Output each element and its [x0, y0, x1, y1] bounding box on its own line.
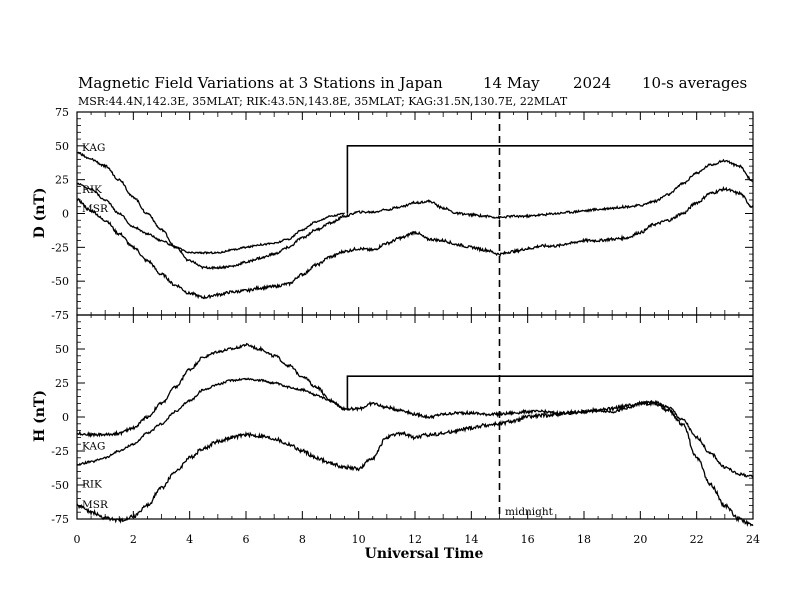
x-tick-label: 24 — [746, 533, 760, 546]
chart-title: Magnetic Field Variations at 3 Stations … — [78, 74, 443, 92]
d-y-tick-label: -75 — [51, 309, 69, 322]
h-scale-bar — [346, 375, 753, 411]
h-label-rik: RIK — [82, 479, 102, 491]
d-scale-bar — [346, 145, 753, 214]
d-series-kag — [76, 151, 754, 271]
d-y-tick-label: -50 — [51, 275, 69, 288]
x-tick-label: 14 — [464, 533, 478, 546]
x-tick-label: 18 — [577, 533, 591, 546]
d-series-msr — [76, 186, 754, 300]
x-tick-label: 2 — [130, 533, 137, 546]
h-y-tick-label: -75 — [51, 513, 69, 526]
h-y-tick-label: 50 — [55, 343, 69, 356]
x-tick-label: 10 — [352, 533, 366, 546]
x-tick-label: 20 — [633, 533, 647, 546]
midnight-label: midnight — [505, 506, 554, 518]
h-label-msr: MSR — [82, 499, 109, 511]
d-label-rik: RIK — [82, 184, 102, 196]
x-tick-label: 4 — [186, 533, 193, 546]
d-label-msr: MSR — [82, 203, 109, 215]
x-tick-label: 12 — [408, 533, 422, 546]
chart-averaging: 10-s averages — [642, 74, 747, 92]
h-series-rik — [76, 377, 345, 466]
d-series-rik — [76, 182, 345, 255]
d-label-kag: KAG — [82, 142, 105, 154]
d-y-tick-label: 25 — [55, 174, 69, 187]
h-y-tick-label: -25 — [51, 445, 69, 458]
x-axis-label: Universal Time — [365, 546, 484, 562]
h-axis-label: H (nT) — [32, 390, 48, 442]
h-label-kag: KAG — [82, 441, 105, 453]
x-tick-label: 16 — [521, 533, 535, 546]
x-tick-label: 6 — [243, 533, 250, 546]
h-y-tick-label: 25 — [55, 377, 69, 390]
d-y-tick-label: -25 — [51, 241, 69, 254]
h-y-tick-label: -50 — [51, 479, 69, 492]
chart-date: 14 May — [483, 74, 540, 92]
h-y-tick-label: 0 — [62, 411, 69, 424]
chart-year: 2024 — [573, 74, 611, 92]
x-tick-label: 0 — [74, 533, 81, 546]
d-component-panel: 75 50 25 0 -25 -50 -75 KAG RIK MSR — [51, 106, 754, 322]
d-axis-label: D (nT) — [32, 188, 48, 239]
station-coordinates: MSR:44.4N,142.3E, 35MLAT; RIK:43.5N,143.… — [78, 95, 568, 108]
d-y-tick-label: 75 — [55, 106, 69, 119]
d-y-tick-label: 0 — [62, 208, 69, 221]
x-tick-label: 22 — [690, 533, 704, 546]
x-tick-label: 8 — [299, 533, 306, 546]
h-series-msr — [76, 400, 754, 528]
d-y-tick-label: 50 — [55, 140, 69, 153]
